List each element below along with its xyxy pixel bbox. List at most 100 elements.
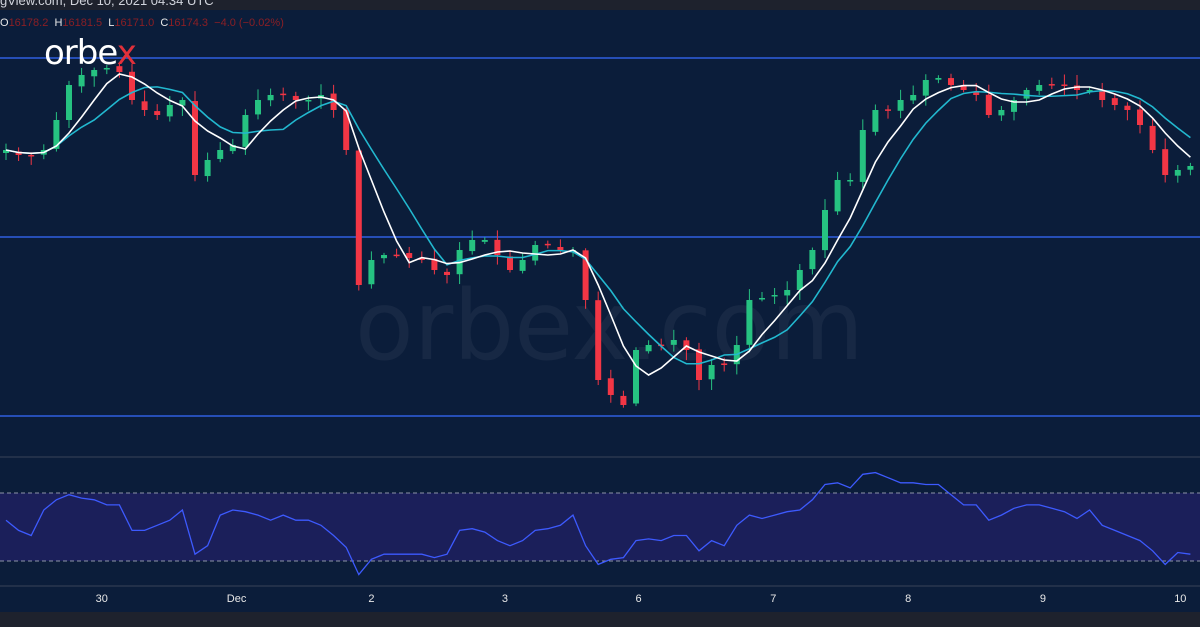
candle-body (381, 255, 387, 259)
x-tick-label: 7 (770, 593, 777, 605)
candle-body (305, 100, 312, 102)
x-tick-label: Dec (226, 593, 247, 605)
candle-body (1061, 84, 1068, 86)
candle-body (645, 345, 652, 352)
candle-body (469, 240, 476, 252)
candle-body (192, 101, 198, 175)
candle-body (255, 100, 261, 115)
x-tick-label: 9 (1039, 593, 1047, 605)
candle-body (973, 91, 980, 95)
candle-body (154, 111, 161, 115)
candle-body (859, 130, 866, 182)
candle-body (519, 260, 526, 271)
candle-body (481, 240, 488, 242)
candle-body (141, 101, 148, 110)
candle-body (847, 180, 854, 182)
candle-body (759, 298, 765, 300)
candle-body (822, 210, 828, 251)
candle-body (1011, 100, 1017, 112)
high-label: H (54, 17, 63, 29)
candle-body (1023, 90, 1030, 99)
candle-body (166, 105, 173, 117)
candle-body (922, 80, 929, 96)
candle-body (1048, 84, 1055, 86)
candle-body (343, 109, 350, 150)
candle-body (721, 363, 728, 365)
candle-body (910, 95, 917, 101)
rsi-band (0, 493, 1200, 561)
candle-body (1086, 90, 1093, 92)
candle-body (771, 295, 778, 297)
candle-body (872, 110, 879, 132)
candle-body (582, 250, 589, 300)
candle-body (393, 254, 400, 257)
candle-body (116, 66, 123, 72)
close-value: 16174.3 (168, 17, 209, 29)
candle-body (935, 78, 942, 80)
candle-body (670, 340, 677, 345)
candle-body (746, 300, 753, 345)
low-value: 16171.0 (114, 17, 155, 29)
candle-body (66, 85, 72, 121)
orbex-logo: orbex (44, 33, 137, 73)
x-tick-label: 3 (501, 593, 509, 605)
candle-body (960, 84, 967, 90)
rsi-line (5, 471, 1191, 576)
candle-body (368, 260, 375, 285)
candle-body (217, 150, 224, 159)
candle-body (229, 145, 236, 152)
close-label: C (160, 17, 169, 29)
candle-body (507, 256, 513, 270)
candle-body (885, 109, 891, 111)
candle-body (179, 100, 186, 106)
top-bar: gView.com, Dec 10, 2021 04:34 UTC (0, 0, 1200, 10)
candle-body (292, 95, 299, 100)
candle-body (620, 395, 627, 405)
candle-body (834, 180, 841, 212)
ma-fast-line (5, 73, 1191, 376)
candle-body (91, 70, 98, 77)
candle-body (595, 300, 602, 380)
candle-body (544, 243, 551, 246)
x-tick-label: 10 (1174, 593, 1187, 605)
candle-body (796, 270, 803, 290)
open-value: 16178.2 (8, 17, 49, 29)
candle-body (204, 160, 211, 177)
candle-body (267, 95, 274, 101)
candle-body (28, 154, 35, 157)
candle-body (1162, 149, 1169, 175)
candle-body (708, 365, 715, 380)
change-value: −4.0 (−0.02%) (214, 17, 284, 29)
candle-body (444, 271, 450, 275)
bottom-bar (0, 612, 1200, 627)
low-label: L (108, 17, 115, 29)
candle-body (3, 150, 9, 153)
candle-body (494, 239, 501, 255)
x-tick-label: 6 (635, 593, 642, 605)
candle-body (406, 253, 413, 258)
candle-body (1099, 91, 1106, 100)
candle-body (129, 71, 135, 100)
ohlc-legend: O16178.2 H16181.5 L16171.0 C16174.3 −4.0… (0, 17, 284, 29)
x-tick-label: 8 (905, 593, 912, 605)
candle-body (1174, 170, 1181, 176)
candle-body (431, 258, 438, 270)
candle-body (1124, 105, 1131, 110)
candle-body (696, 349, 702, 380)
x-tick-label: 2 (368, 593, 375, 605)
candle-body (1036, 85, 1043, 91)
candle-body (355, 150, 362, 285)
candle-body (948, 78, 954, 85)
candle-body (998, 110, 1005, 116)
candle-body (784, 290, 791, 296)
candle-body (897, 100, 904, 111)
open-label: O (0, 17, 9, 29)
candle-body (280, 93, 287, 96)
high-value: 16181.5 (62, 17, 103, 29)
candle-body (242, 115, 249, 147)
candle-body (418, 257, 425, 260)
candle-body (1137, 109, 1143, 125)
candle-body (103, 68, 110, 70)
candle-body (633, 350, 639, 404)
